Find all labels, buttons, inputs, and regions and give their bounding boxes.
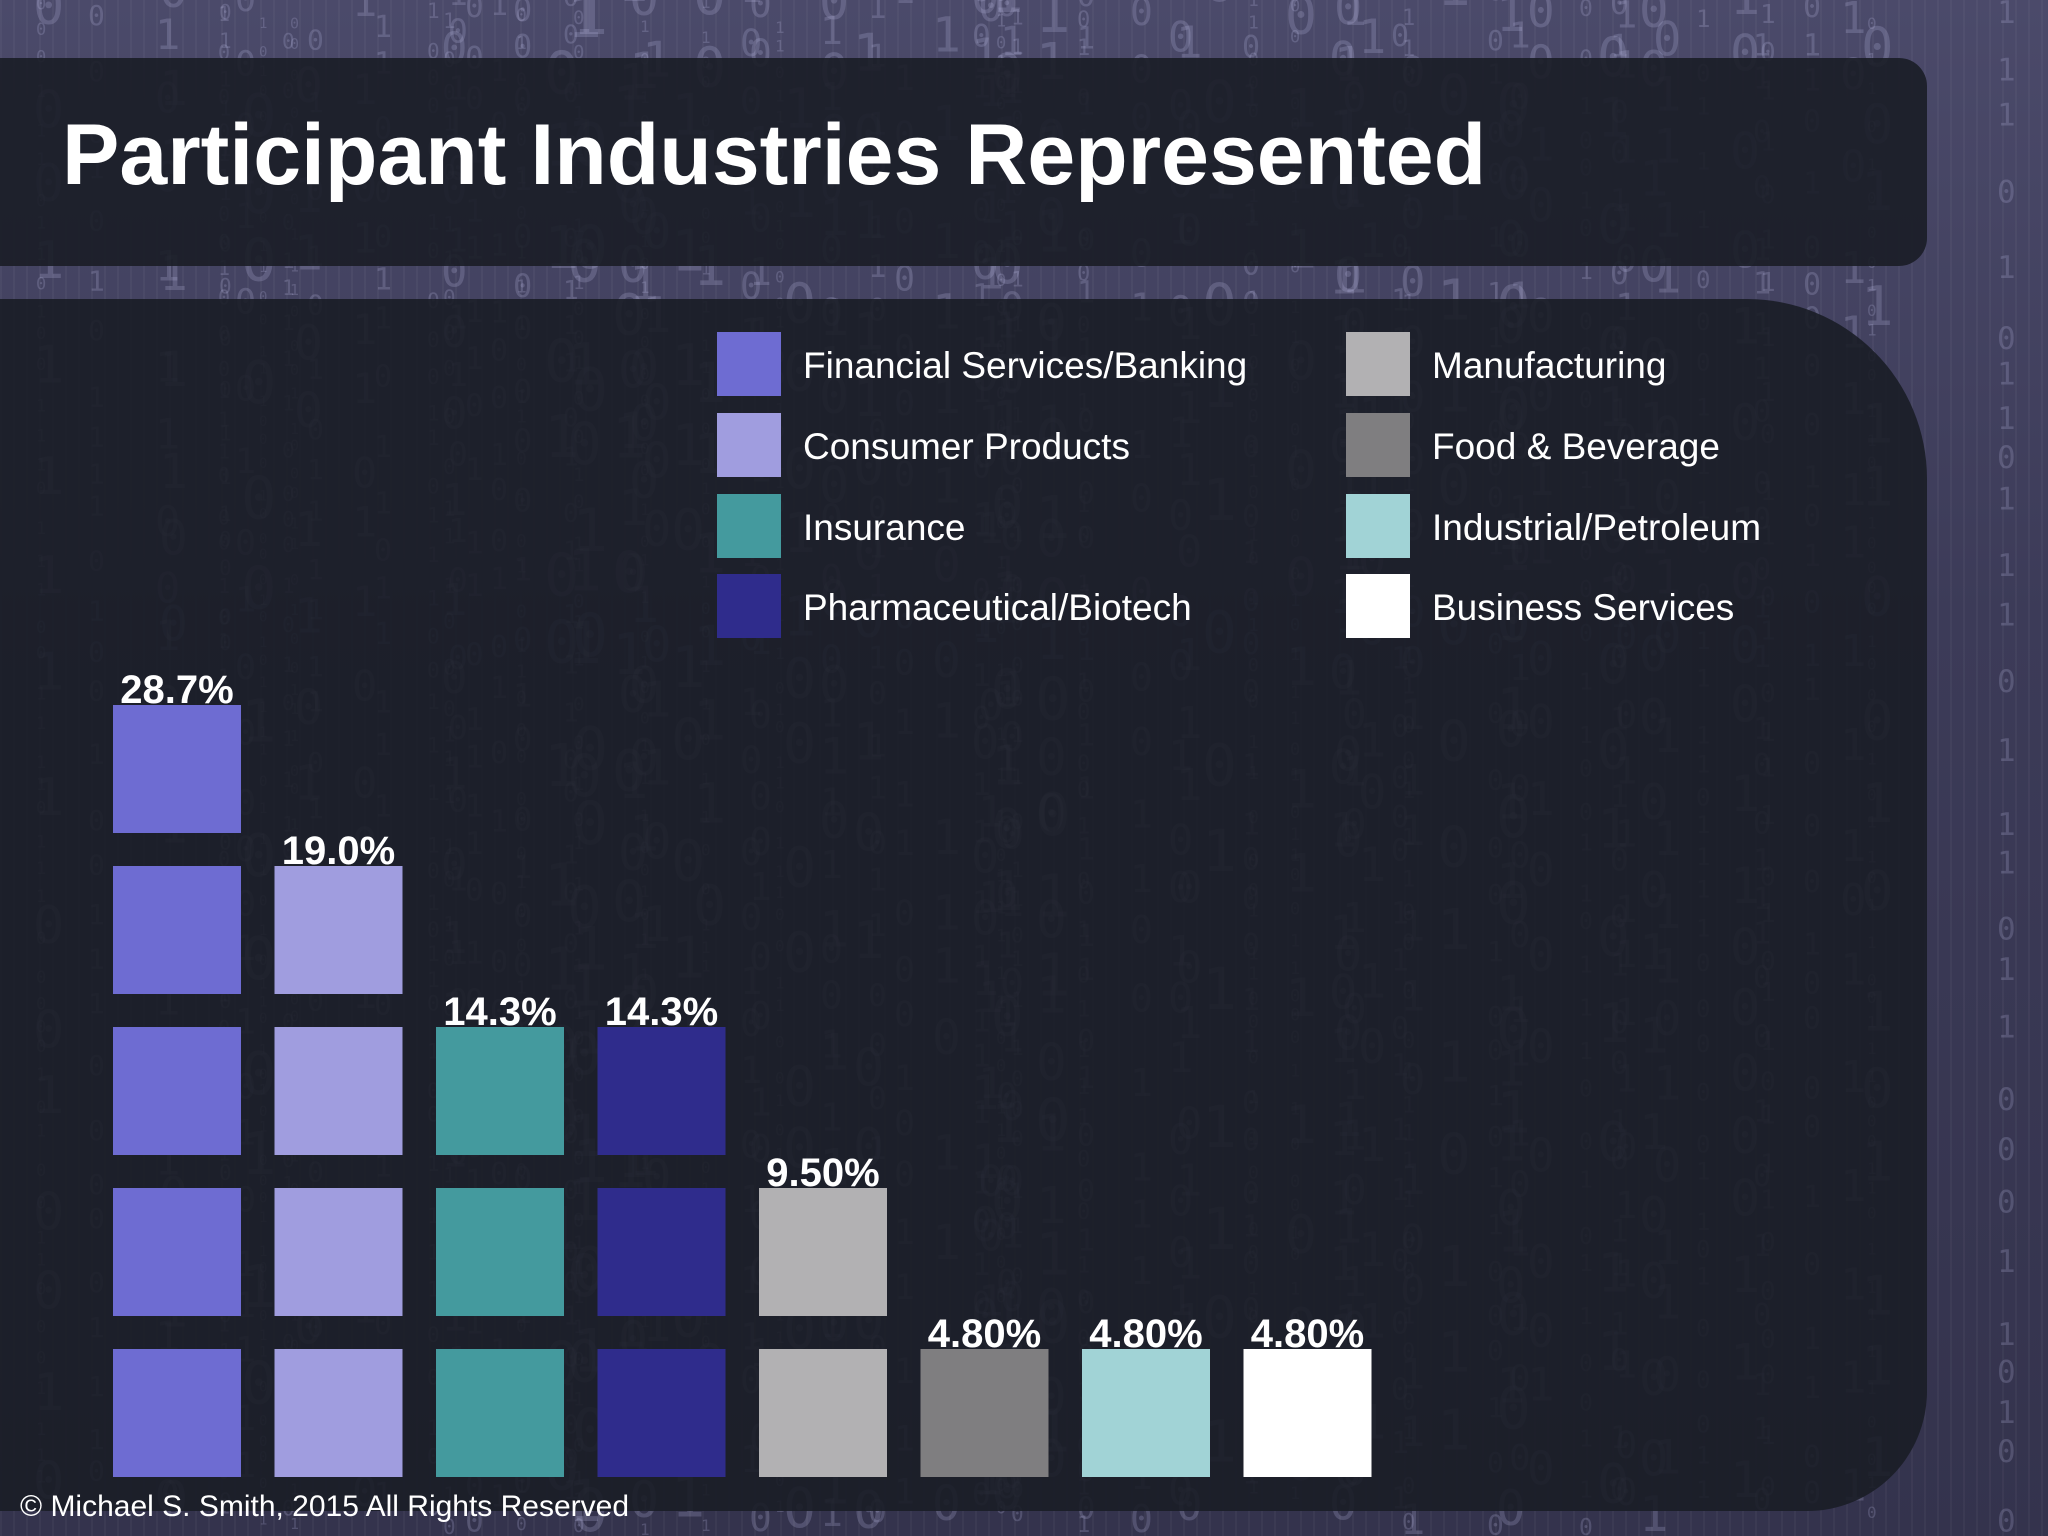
binary-digit: 0 xyxy=(219,275,232,299)
bar-block xyxy=(274,1349,403,1477)
binary-digit: 1 xyxy=(1997,952,2016,988)
binary-digit: 0 xyxy=(219,0,232,24)
bar-block xyxy=(436,1027,564,1155)
binary-digit: 0 xyxy=(1130,0,1153,34)
binary-digit: 0 xyxy=(996,34,1006,54)
binary-digit: 1 xyxy=(996,12,1006,32)
binary-digit: 1 xyxy=(219,29,232,53)
bar-block xyxy=(113,705,241,833)
binary-digit: 1 xyxy=(1000,19,1024,65)
bar-block xyxy=(274,866,403,994)
binary-digit: 0 xyxy=(1242,30,1260,65)
bar-block xyxy=(597,1349,726,1477)
binary-digit: 0 xyxy=(307,23,324,56)
binary-digit: 1 xyxy=(1242,0,1260,8)
binary-digit: 0 xyxy=(1997,1184,2016,1220)
binary-digit: 1 xyxy=(1997,597,2016,633)
binary-digit: 1 xyxy=(1997,250,2016,286)
data-label: 28.7% xyxy=(120,668,233,712)
binary-digit: 0 xyxy=(1997,321,2016,357)
binary-digit: 0 xyxy=(1997,440,2016,476)
binary-digit: 0 xyxy=(290,35,299,53)
binary-digit: 1 xyxy=(1997,356,2016,392)
binary-digit: 0 xyxy=(1997,664,2016,700)
bar-block xyxy=(597,1027,726,1155)
bar-block xyxy=(274,1027,403,1155)
binary-digit: 1 xyxy=(1997,1244,2016,1280)
binary-digit: 1 xyxy=(1997,0,2016,31)
bar-block xyxy=(759,1349,887,1477)
binary-digit: 1 xyxy=(1997,1009,2016,1045)
binary-digit: 1 xyxy=(290,1515,299,1533)
data-label: 4.80% xyxy=(928,1312,1041,1356)
data-label: 14.3% xyxy=(443,990,556,1034)
copyright-notice: © Michael S. Smith, 2015 All Rights Rese… xyxy=(20,1490,630,1523)
binary-digit: 0 xyxy=(820,0,843,8)
data-label: 4.80% xyxy=(1089,1312,1202,1356)
binary-digit: 1 xyxy=(1509,0,1531,4)
binary-digit: 0 xyxy=(996,271,1006,291)
binary-digit: 0 xyxy=(1997,1082,2016,1118)
binary-digit: 0 xyxy=(1997,912,2016,948)
binary-digit: 1 xyxy=(1997,548,2016,584)
bar-block xyxy=(1243,1349,1372,1477)
bar-block xyxy=(113,1188,241,1316)
binary-digit: 0 xyxy=(693,0,726,27)
binary-digit: 0 xyxy=(1997,1354,2016,1390)
bar-block xyxy=(436,1188,564,1316)
data-label: 4.80% xyxy=(1251,1312,1364,1356)
binary-digit: 0 xyxy=(33,0,64,37)
data-label: 19.0% xyxy=(282,829,395,873)
bar-block xyxy=(597,1188,726,1316)
binary-digit: 0 xyxy=(819,0,849,31)
bar-block xyxy=(920,1349,1049,1477)
data-label: 14.3% xyxy=(605,990,718,1034)
binary-digit: 1 xyxy=(290,257,299,275)
binary-digit: 0 xyxy=(1997,1434,2016,1470)
binary-digit: 1 xyxy=(1997,97,2016,133)
binary-digit: 1 xyxy=(820,9,843,53)
binary-digit: 1 xyxy=(1509,15,1531,56)
data-label: 9.50% xyxy=(766,1151,879,1195)
bar-block xyxy=(274,1188,403,1316)
binary-digit: 1 xyxy=(1168,0,1193,10)
binary-digit: 1 xyxy=(1997,1317,2016,1353)
bar-block xyxy=(113,1349,241,1477)
binary-digit: 1 xyxy=(1358,10,1386,65)
binary-digit: 0 xyxy=(1997,1503,2016,1536)
binary-digit: 1 xyxy=(1997,807,2016,843)
binary-digit: 0 xyxy=(290,15,299,33)
binary-digit: 1 xyxy=(1997,733,2016,769)
bar-block xyxy=(759,1188,887,1316)
binary-digit: 0 xyxy=(1997,1132,2016,1168)
bar-block xyxy=(1082,1349,1210,1477)
binary-digit: 1 xyxy=(1997,52,2016,88)
binary-digit: 1 xyxy=(1997,481,2016,517)
binary-digit: 1 xyxy=(1997,1395,2016,1431)
binary-digit: 0 xyxy=(1168,13,1193,62)
binary-digit: 1 xyxy=(1997,845,2016,881)
binary-digit: 1 xyxy=(1342,0,1367,35)
binary-digit: 1 xyxy=(1997,401,2016,437)
bar-block xyxy=(436,1349,564,1477)
binary-digit: 0 xyxy=(1997,175,2016,211)
binary-digit: 1 xyxy=(1730,0,1760,26)
binary-digit: 0 xyxy=(996,0,1006,6)
binary-digit: 1 xyxy=(290,281,299,299)
bar-block xyxy=(113,1027,241,1155)
bar-block xyxy=(113,866,241,994)
